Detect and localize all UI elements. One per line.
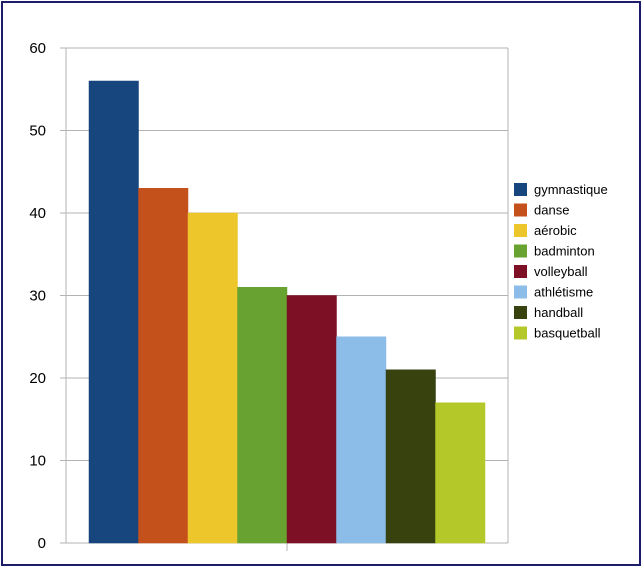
y-tick-labels: 0 10 20 30 40 50 60 bbox=[29, 40, 46, 552]
legend-label-danse: danse bbox=[534, 203, 569, 218]
legend-swatch-gymnastique bbox=[514, 183, 527, 196]
bar-danse bbox=[138, 188, 189, 544]
y-tick-label-0: 0 bbox=[38, 535, 46, 552]
legend-label-athletisme: athlétisme bbox=[534, 285, 593, 300]
bar-volleyball bbox=[286, 295, 337, 544]
y-tick-label-30: 30 bbox=[29, 288, 46, 305]
legend-swatch-volleyball bbox=[514, 265, 527, 278]
bar-aerobic bbox=[187, 212, 238, 544]
legend-label-volleyball: volleyball bbox=[534, 264, 588, 279]
y-tick-label-50: 50 bbox=[29, 123, 46, 140]
y-tick-label-20: 20 bbox=[29, 370, 46, 387]
bar-handball bbox=[385, 369, 436, 544]
legend-label-basquetball: basquetball bbox=[534, 326, 601, 341]
legend-label-aerobic: aérobic bbox=[534, 223, 577, 238]
bar-athletisme bbox=[336, 336, 387, 544]
legend-swatch-basquetball bbox=[514, 326, 527, 340]
bar-chart: 0 10 20 30 40 50 60 gymnastique danse aérobic bad… bbox=[29, 40, 608, 552]
legend-label-gymnastique: gymnastique bbox=[534, 182, 608, 197]
legend-swatch-badminton bbox=[514, 244, 527, 258]
bar-basquetball bbox=[435, 402, 486, 544]
legend-label-handball: handball bbox=[534, 305, 583, 320]
y-tick-label-60: 60 bbox=[29, 40, 46, 57]
legend-swatch-aerobic bbox=[514, 224, 527, 237]
legend: gymnastique danse aérobic badminton volleyba… bbox=[514, 182, 608, 341]
bar-gymnastique bbox=[88, 80, 139, 544]
legend-swatch-danse bbox=[514, 203, 527, 217]
legend-label-badminton: badminton bbox=[534, 244, 595, 259]
legend-swatch-athletisme bbox=[514, 285, 527, 299]
y-tick-label-10: 10 bbox=[29, 453, 46, 470]
bar-badminton bbox=[237, 287, 288, 544]
y-tick-label-40: 40 bbox=[29, 205, 46, 222]
bars bbox=[88, 80, 486, 544]
legend-swatch-handball bbox=[514, 306, 527, 319]
